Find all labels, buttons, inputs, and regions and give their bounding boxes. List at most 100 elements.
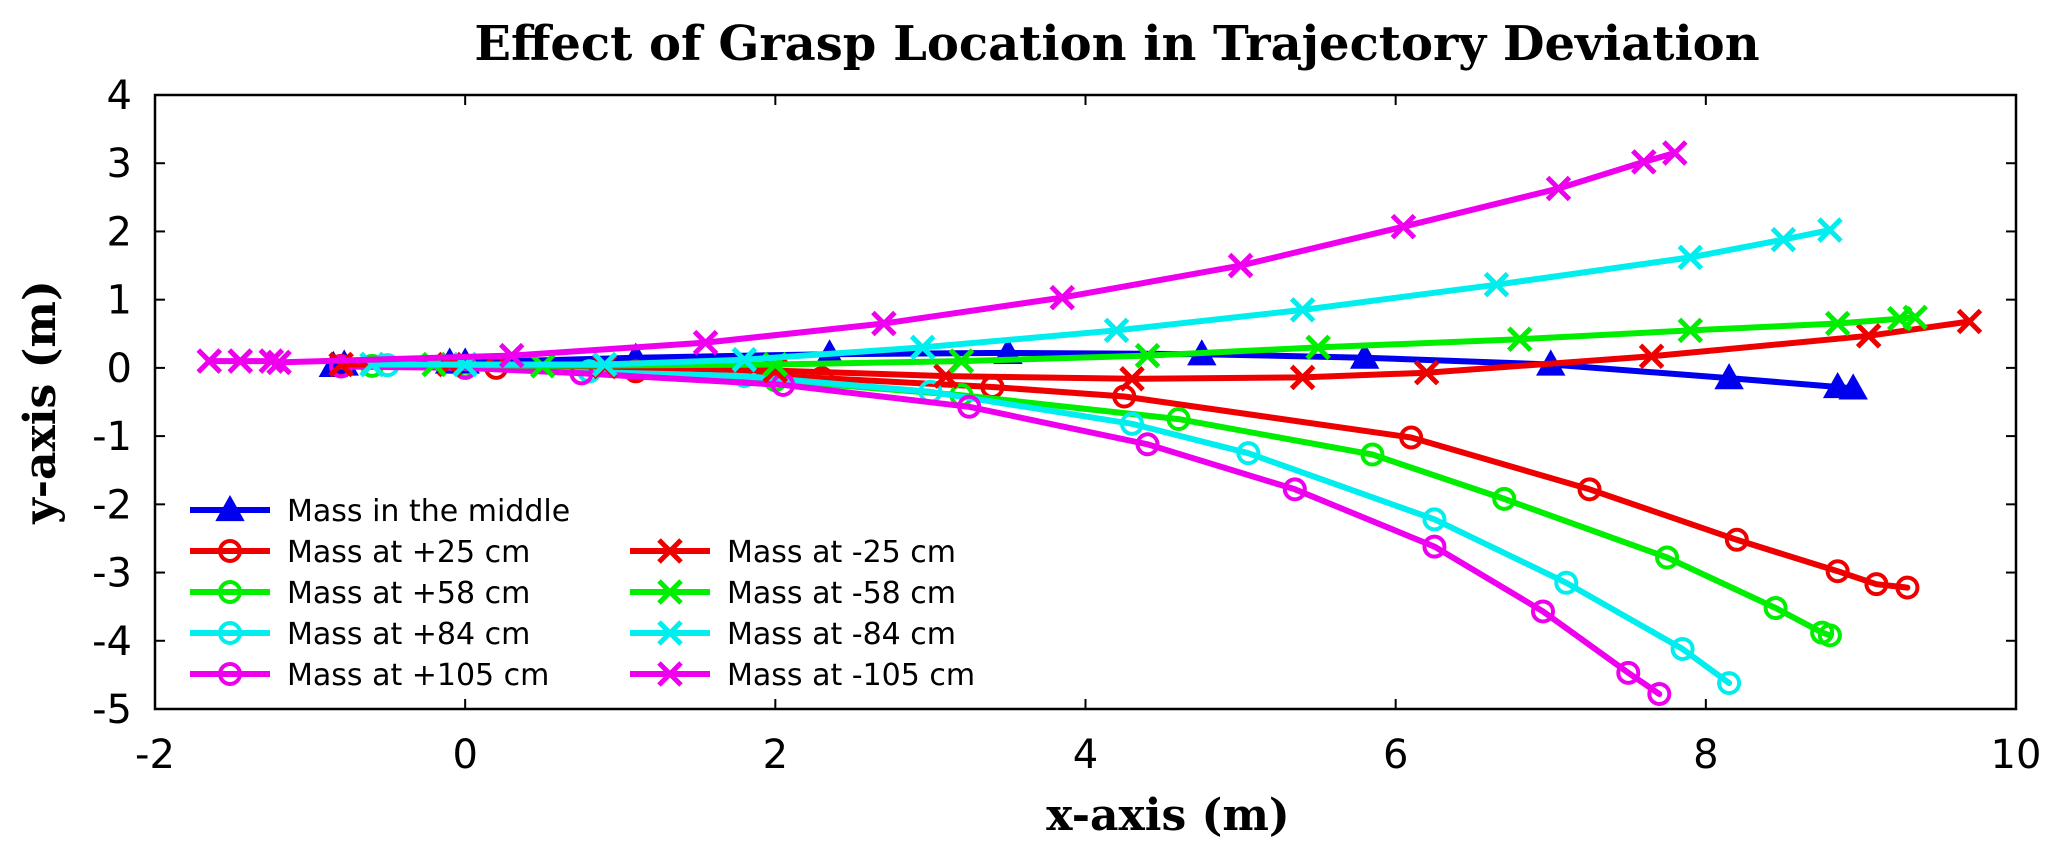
y-tick-label: 1 bbox=[107, 278, 132, 324]
data-point-mass-at-58-cm bbox=[948, 348, 975, 374]
legend-item-mass-at-58-cm: Mass at -58 cm bbox=[630, 576, 956, 611]
legend-label: Mass at -58 cm bbox=[727, 576, 956, 611]
data-point-mass-at-58-cm bbox=[1677, 317, 1704, 344]
legend-label: Mass at +58 cm bbox=[287, 576, 530, 611]
data-point-mass-at-105-cm bbox=[266, 349, 292, 376]
data-point-mass-at-84-cm bbox=[1289, 297, 1316, 323]
legend-marker bbox=[215, 494, 245, 522]
data-point-mass-at-84-cm bbox=[1554, 570, 1579, 595]
legend-item-mass-in-the-middle: Mass in the middle bbox=[190, 494, 570, 529]
legend-marker bbox=[657, 661, 683, 687]
data-point-mass-at-25-cm bbox=[1638, 343, 1665, 370]
legend-marker bbox=[218, 580, 242, 604]
data-point-mass-at-25-cm bbox=[1825, 559, 1850, 584]
series-line-mass-at-84-cm bbox=[369, 227, 1833, 368]
y-tick-label: 0 bbox=[107, 346, 132, 392]
data-point-mass-at-25-cm bbox=[1413, 359, 1440, 386]
data-point-mass-at-58-cm bbox=[1360, 442, 1385, 467]
data-point-mass-in-the-middle bbox=[1349, 342, 1380, 369]
legend-item-mass-at-84-cm: Mass at -84 cm bbox=[630, 617, 956, 652]
data-point-mass-at-105-cm bbox=[957, 394, 982, 419]
data-point-mass-at-58-cm bbox=[1817, 623, 1842, 648]
data-point-mass-at-105-cm bbox=[1422, 534, 1447, 559]
y-tick-label: 2 bbox=[107, 209, 132, 255]
legend-item-mass-at-58-cm: Mass at +58 cm bbox=[190, 576, 530, 611]
y-tick-label: -4 bbox=[92, 619, 132, 665]
data-point-mass-at-105-cm bbox=[258, 348, 285, 374]
legend-item-mass-at-105-cm: Mass at +105 cm bbox=[190, 658, 549, 693]
y-tick-label: 3 bbox=[107, 141, 132, 187]
data-point-mass-at-58-cm bbox=[1492, 486, 1517, 511]
legend-item-mass-at-25-cm: Mass at +25 cm bbox=[190, 535, 530, 570]
data-point-mass-at-105-cm bbox=[227, 348, 254, 374]
series-line-mass-at-58-cm bbox=[369, 362, 1833, 639]
series-line-mass-at-84-cm bbox=[384, 362, 1733, 687]
data-point-mass-at-105-cm bbox=[1530, 599, 1555, 624]
legend-item-mass-at-105-cm: Mass at -105 cm bbox=[630, 658, 975, 693]
data-point-mass-at-25-cm bbox=[1724, 527, 1749, 552]
legend-label: Mass at -84 cm bbox=[727, 617, 956, 652]
data-point-mass-at-84-cm bbox=[1422, 507, 1447, 532]
chart-title: Effect of Grasp Location in Trajectory D… bbox=[474, 16, 1759, 72]
data-point-mass-in-the-middle bbox=[1714, 363, 1744, 390]
data-point-mass-at-25-cm bbox=[1895, 575, 1920, 600]
series-layer bbox=[196, 140, 1983, 706]
legend-label: Mass at -25 cm bbox=[727, 535, 956, 570]
x-axis-label: x-axis (m) bbox=[1046, 790, 1289, 841]
data-point-mass-at-105-cm bbox=[871, 310, 897, 337]
legend-marker bbox=[218, 539, 242, 563]
x-tick-label: 10 bbox=[1991, 732, 2042, 778]
data-point-mass-at-25-cm bbox=[1855, 323, 1882, 349]
data-point-mass-at-58-cm bbox=[1134, 342, 1161, 369]
data-point-mass-at-58-cm bbox=[1902, 304, 1928, 331]
data-point-mass-at-105-cm bbox=[692, 329, 719, 356]
legend-marker bbox=[657, 620, 683, 646]
data-point-mass-at-25-cm bbox=[1399, 425, 1424, 450]
legend-label: Mass at +105 cm bbox=[287, 658, 549, 693]
x-tick-label: 0 bbox=[452, 732, 477, 778]
data-point-mass-at-58-cm bbox=[1166, 407, 1191, 432]
data-point-mass-at-105-cm bbox=[498, 342, 525, 369]
series-line-mass-at-105-cm bbox=[206, 150, 1678, 366]
data-point-mass-at-84-cm bbox=[1817, 217, 1843, 243]
series-mass-at-105-cm bbox=[329, 354, 1672, 706]
data-point-mass-at-105-cm bbox=[1135, 432, 1160, 457]
x-tick-label: 2 bbox=[763, 732, 788, 778]
legend-marker bbox=[218, 621, 242, 645]
y-axis-label: y-axis (m) bbox=[15, 280, 66, 525]
data-point-mass-at-105-cm bbox=[1647, 681, 1672, 706]
data-point-mass-at-84-cm bbox=[909, 334, 936, 361]
legend-marker bbox=[218, 662, 242, 686]
data-point-mass-at-105-cm bbox=[1390, 213, 1417, 240]
series-line-mass-at-105-cm bbox=[338, 363, 1663, 697]
y-tick-label: -1 bbox=[92, 414, 132, 460]
data-point-mass-at-58-cm bbox=[1305, 334, 1331, 361]
data-point-mass-at-58-cm bbox=[1763, 596, 1788, 621]
data-point-mass-at-84-cm bbox=[591, 351, 618, 378]
data-point-mass-at-84-cm bbox=[1677, 244, 1704, 271]
data-point-mass-at-58-cm bbox=[1824, 310, 1851, 337]
data-point-mass-at-105-cm bbox=[1616, 660, 1641, 685]
data-point-mass-at-84-cm bbox=[1670, 636, 1695, 661]
data-point-mass-at-84-cm bbox=[1770, 226, 1797, 253]
data-point-mass-at-84-cm bbox=[1103, 317, 1130, 344]
data-point-mass-at-84-cm bbox=[731, 346, 758, 373]
legend: Mass in the middle Mass at +25 cm Mass at … bbox=[190, 494, 975, 693]
x-tick-label: 4 bbox=[1073, 732, 1098, 778]
data-point-mass-at-105-cm bbox=[1631, 149, 1657, 175]
data-point-mass-at-25-cm bbox=[1577, 477, 1602, 502]
data-point-mass-at-84-cm bbox=[1120, 411, 1145, 436]
data-point-mass-at-84-cm bbox=[1236, 441, 1261, 466]
data-point-mass-at-25-cm bbox=[1119, 366, 1145, 392]
legend-item-mass-at-25-cm: Mass at -25 cm bbox=[630, 535, 956, 570]
data-point-mass-at-105-cm bbox=[1282, 477, 1307, 502]
data-point-mass-at-105-cm bbox=[1049, 284, 1076, 311]
legend-label: Mass at -105 cm bbox=[727, 658, 975, 693]
y-tick-label: 4 bbox=[107, 73, 132, 119]
data-point-mass-at-105-cm bbox=[1545, 175, 1572, 202]
legend-label: Mass at +25 cm bbox=[287, 535, 530, 570]
data-point-mass-at-84-cm bbox=[1483, 271, 1510, 298]
y-tick-label: -5 bbox=[92, 687, 132, 733]
data-point-mass-at-84-cm bbox=[1717, 671, 1742, 696]
